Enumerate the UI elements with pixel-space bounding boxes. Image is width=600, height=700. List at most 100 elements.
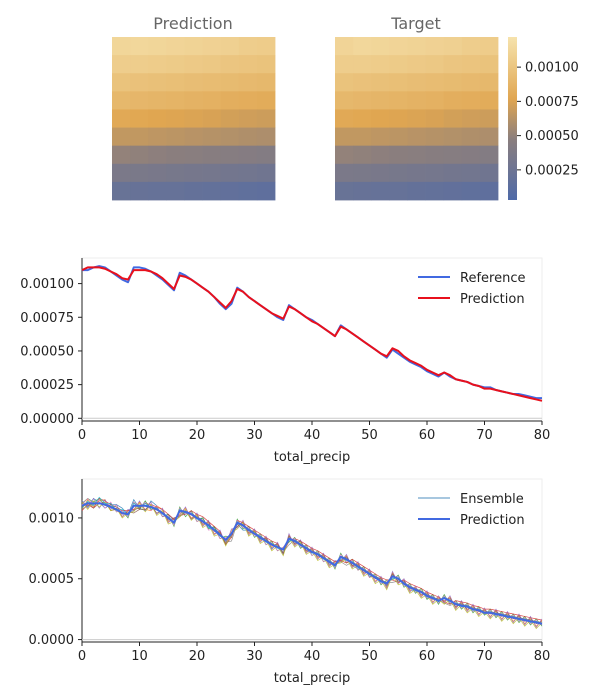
heatmap-title-target: Target	[390, 14, 441, 33]
heatmap-cell	[148, 181, 167, 201]
heatmap-cell	[130, 109, 149, 128]
heatmap-cell	[256, 91, 276, 110]
y-tick-label: 0.00100	[20, 277, 74, 292]
ensemble-member-line	[81, 500, 543, 630]
heatmap-cell	[371, 145, 390, 165]
heatmap-cell	[148, 109, 167, 128]
heatmap-cell	[202, 91, 222, 110]
heatmap-cell	[425, 109, 445, 128]
heatmap-cell	[443, 55, 463, 74]
heatmap-cell	[443, 181, 463, 201]
heatmap-cell	[112, 73, 131, 92]
line-chart-reference-prediction: 0 10 20 30 40 50 60 70 80 0.00000 0.00025 0.00050 0.…	[20, 257, 550, 465]
heatmap-cell	[256, 181, 276, 201]
heatmap-cell	[166, 127, 185, 147]
heatmap-cell	[389, 55, 408, 74]
heatmap-cell	[425, 73, 445, 92]
heatmap-cell	[371, 73, 390, 92]
heatmap-cell	[425, 91, 445, 110]
heatmap-cell	[389, 127, 408, 147]
y-tick-label: 0.00025	[20, 378, 74, 393]
heatmap-cell	[335, 163, 354, 183]
x-tick-label: 0	[78, 428, 86, 443]
heatmap-cell	[202, 109, 222, 128]
heatmap-cell	[425, 55, 445, 74]
heatmap-cell	[479, 73, 499, 92]
heatmap-cell	[443, 163, 463, 183]
heatmap-cell	[256, 37, 276, 56]
heatmap-cell	[389, 145, 408, 165]
heatmap-cell	[443, 73, 463, 92]
heatmap-cell	[443, 127, 463, 147]
x-tick-label: 10	[131, 649, 148, 664]
x-tick-label: 60	[419, 428, 436, 443]
legend: Reference Prediction	[418, 271, 525, 307]
heatmap-cell	[371, 109, 390, 128]
heatmap-cell	[166, 181, 185, 201]
heatmap-cell	[461, 109, 481, 128]
heatmap-cell	[220, 109, 240, 128]
heatmap-cell	[148, 163, 167, 183]
heatmap-cell	[184, 109, 203, 128]
y-tick-label: 0.00075	[20, 311, 74, 326]
heatmap-cell	[443, 145, 463, 165]
heatmap-cell	[461, 181, 481, 201]
heatmap-title-prediction: Prediction	[153, 14, 232, 33]
heatmap-cell	[202, 181, 222, 201]
heatmap-cell	[389, 91, 408, 110]
heatmap-cell	[112, 37, 131, 56]
heatmap-cell	[130, 55, 149, 74]
heatmap-cell	[407, 37, 426, 56]
heatmap-cell	[256, 145, 276, 165]
heatmap-cell	[238, 109, 258, 128]
heatmap-cell	[220, 37, 240, 56]
x-tick-label: 60	[419, 649, 436, 664]
heatmap-cell	[335, 73, 354, 92]
heatmap-cell	[130, 163, 149, 183]
heatmap-cell	[425, 37, 445, 56]
x-tick-label: 40	[304, 428, 321, 443]
heatmap-cell	[166, 145, 185, 165]
heatmap-cell	[256, 109, 276, 128]
heatmap-cell	[461, 55, 481, 74]
heatmap-cell	[371, 181, 390, 201]
legend-label-prediction: Prediction	[460, 513, 525, 528]
x-tick-label: 50	[361, 428, 378, 443]
heatmap-cell	[184, 163, 203, 183]
heatmap-cell	[371, 127, 390, 147]
heatmap-cell	[335, 181, 354, 201]
heatmap-cell	[202, 73, 222, 92]
heatmap-cell	[166, 37, 185, 56]
x-tick-label: 20	[189, 649, 206, 664]
x-tick-label: 20	[189, 428, 206, 443]
heatmap-cell	[112, 145, 131, 165]
y-tick-label: 0.0010	[29, 511, 75, 526]
heatmap-cell	[148, 73, 167, 92]
heatmap-cell	[479, 181, 499, 201]
heatmap-cell	[461, 73, 481, 92]
x-tick-label: 70	[476, 649, 493, 664]
heatmap-cell	[238, 145, 258, 165]
colorbar-tick-label: 0.00050	[525, 129, 579, 144]
x-tick-label: 10	[131, 428, 148, 443]
heatmap-cell	[425, 145, 445, 165]
heatmap-cell	[425, 163, 445, 183]
heatmap-cell	[202, 145, 222, 165]
x-tick-label: 30	[246, 649, 263, 664]
heatmap-cell	[407, 163, 426, 183]
heatmap-cell	[130, 73, 149, 92]
heatmap-cell	[256, 55, 276, 74]
heatmap-cell	[425, 181, 445, 201]
colorbar: 0.00025 0.00050 0.00075 0.00100	[508, 37, 579, 200]
x-axis-label: total_precip	[274, 671, 351, 686]
y-tick-label: 0.0000	[29, 633, 75, 648]
heatmap-cell	[461, 145, 481, 165]
heatmap-cell	[184, 181, 203, 201]
heatmap-cell	[184, 145, 203, 165]
heatmap-cell	[407, 181, 426, 201]
heatmap-prediction	[112, 37, 276, 201]
heatmap-cell	[238, 37, 258, 56]
heatmap-cell	[479, 163, 499, 183]
heatmap-cell	[479, 91, 499, 110]
heatmap-cell	[443, 109, 463, 128]
